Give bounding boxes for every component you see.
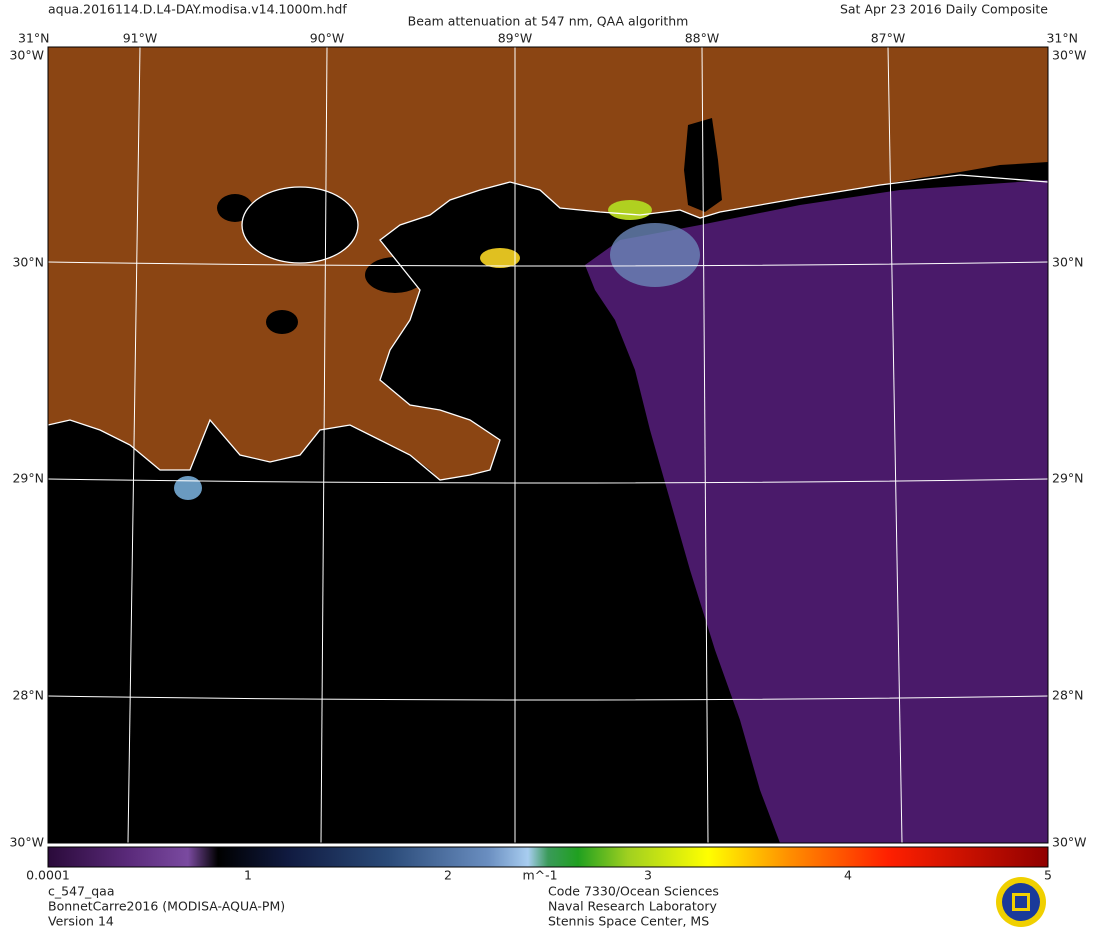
offshore-water xyxy=(585,180,1048,843)
colorbar-label: 4 xyxy=(844,868,852,883)
title: Beam attenuation at 547 nm, QAA algorith… xyxy=(408,14,689,29)
footer-text: Version 14 xyxy=(48,914,114,929)
colorbar-label: m^-1 xyxy=(522,868,557,883)
plume xyxy=(480,248,520,268)
parallel xyxy=(48,478,1048,484)
date: Sat Apr 23 2016 Daily Composite xyxy=(840,2,1048,17)
plume xyxy=(610,223,700,287)
lake xyxy=(266,310,298,334)
graticule-label: 91°W xyxy=(123,31,158,46)
footer-text: Code 7330/Ocean Sciences xyxy=(548,884,719,899)
land xyxy=(48,47,1048,480)
colorbar-label: 2 xyxy=(444,868,452,883)
graticule-label: 30°W xyxy=(1052,835,1087,850)
graticule-label: 31°N xyxy=(18,31,50,46)
logo xyxy=(996,877,1046,927)
file-name: aqua.2016114.D.L4-DAY.modisa.v14.1000m.h… xyxy=(48,2,347,17)
graticule-label: 28°N xyxy=(1052,688,1084,703)
plume xyxy=(174,476,202,500)
graticule-label: 30°W xyxy=(1052,48,1087,63)
colorbar-label: 0.0001 xyxy=(26,868,70,883)
graticule-label: 89°W xyxy=(498,31,533,46)
colorbar xyxy=(47,846,1049,868)
graticule-label: 29°N xyxy=(12,471,44,486)
lake xyxy=(365,257,425,293)
graticule-label: 30°W xyxy=(9,835,44,850)
meridian xyxy=(887,47,903,843)
meridian xyxy=(701,47,709,843)
colorbar-label: 3 xyxy=(644,868,652,883)
footer-text: c_547_qaa xyxy=(48,884,115,899)
graticule-label: 87°W xyxy=(871,31,906,46)
graticule-label: 30°W xyxy=(9,48,44,63)
graticule-label: 30°N xyxy=(12,255,44,270)
colorbar-label: 5 xyxy=(1044,868,1052,883)
graticule-label: 30°N xyxy=(1052,255,1084,270)
graticule-label: 29°N xyxy=(1052,471,1084,486)
footer-text: Naval Research Laboratory xyxy=(548,899,718,914)
graticule-label: 90°W xyxy=(310,31,345,46)
map xyxy=(48,47,1048,843)
meridian xyxy=(127,47,141,843)
graticule-label: 31°N xyxy=(1046,31,1078,46)
parallel xyxy=(48,695,1048,701)
lake xyxy=(242,187,358,263)
meridian xyxy=(320,47,328,843)
parallel xyxy=(48,261,1048,267)
footer-text: Stennis Space Center, MS xyxy=(548,914,709,929)
footer-text: BonnetCarre2016 (MODISA-AQUA-PM) xyxy=(48,899,285,914)
graticule-label: 28°N xyxy=(12,688,44,703)
colorbar-label: 1 xyxy=(244,868,252,883)
graticule-label: 88°W xyxy=(685,31,720,46)
map-frame xyxy=(47,46,1049,844)
plume xyxy=(608,200,652,220)
lake-shore xyxy=(241,186,359,264)
coastline xyxy=(48,174,1048,481)
